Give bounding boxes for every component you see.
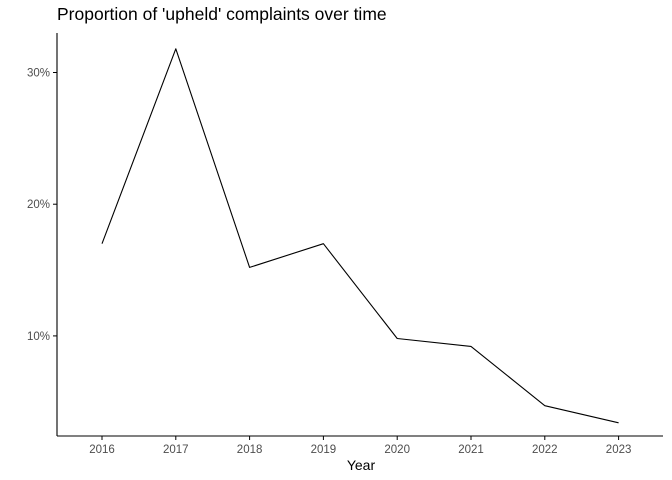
x-tick-label: 2021 bbox=[458, 444, 484, 456]
axes bbox=[56, 33, 663, 437]
series-line bbox=[101, 48, 619, 424]
x-tick-label: 2022 bbox=[532, 444, 558, 456]
x-tick-label: 2016 bbox=[89, 444, 115, 456]
x-tick-label: 2018 bbox=[237, 444, 263, 456]
x-axis-title: Year bbox=[347, 457, 376, 473]
y-tick-label: 10% bbox=[27, 331, 50, 343]
x-tick-label: 2023 bbox=[606, 444, 632, 456]
x-tick-label: 2017 bbox=[163, 444, 189, 456]
series-layer bbox=[101, 48, 619, 424]
y-tick-label: 30% bbox=[27, 68, 50, 80]
x-tick-label: 2020 bbox=[384, 444, 410, 456]
ticks: 10% 20% 30% 2016 2017 2018 2019 2020 2021 2022 202… bbox=[27, 68, 631, 456]
x-tick-label: 2019 bbox=[311, 444, 337, 456]
y-tick-label: 20% bbox=[27, 199, 50, 211]
chart-title: Proportion of 'upheld' complaints over t… bbox=[57, 4, 387, 24]
